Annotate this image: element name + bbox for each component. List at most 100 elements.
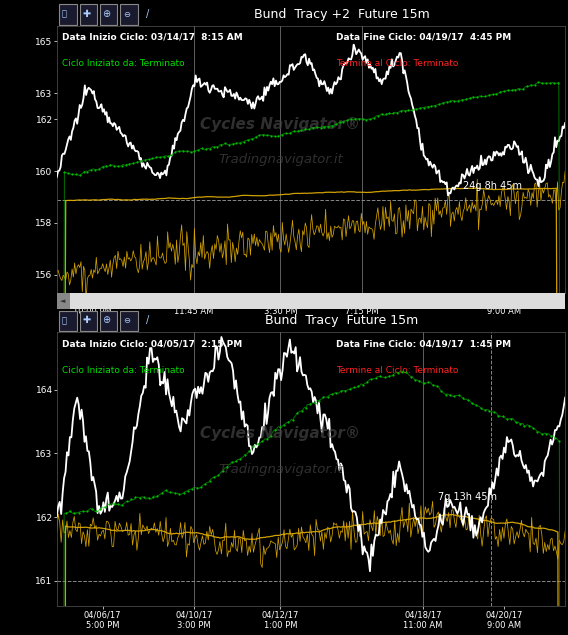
Point (533, 427, 542, 438)
Point (182, 146, 191, 156)
Point (400, 105, 409, 116)
Point (253, 439, 262, 449)
Point (249, 441, 258, 451)
Point (507, 85, 516, 95)
Point (102, 161, 111, 171)
Point (385, 108, 394, 118)
Point (98, 161, 107, 171)
Point (255, 130, 264, 140)
Point (415, 375, 424, 385)
Point (220, 138, 229, 149)
Text: ⚿: ⚿ (62, 10, 67, 18)
Point (96, 504, 105, 514)
Point (266, 431, 275, 441)
Point (534, 77, 543, 88)
Point (94, 164, 103, 174)
Point (270, 131, 279, 142)
Point (140, 492, 149, 502)
Text: Data Fine Ciclo: 04/19/17  1:45 PM: Data Fine Ciclo: 04/19/17 1:45 PM (336, 339, 512, 348)
Point (389, 370, 398, 380)
Point (450, 391, 459, 401)
Point (192, 483, 201, 493)
Point (271, 425, 280, 435)
Point (205, 144, 214, 154)
Text: Tradingnavigator.it: Tradingnavigator.it (218, 463, 343, 476)
Point (445, 390, 454, 400)
Point (114, 161, 123, 171)
Point (555, 436, 564, 446)
Point (274, 131, 283, 141)
Point (408, 105, 417, 116)
Point (553, 78, 562, 88)
Text: Ciclo Iniziato da: Terminato: Ciclo Iniziato da: Terminato (62, 366, 185, 375)
Point (550, 432, 559, 443)
Point (70, 507, 79, 518)
Point (511, 417, 520, 427)
Point (135, 493, 144, 503)
Point (167, 150, 176, 161)
Point (64, 168, 73, 178)
Point (231, 456, 240, 466)
Text: Cycles Navigator®: Cycles Navigator® (201, 426, 361, 441)
Point (545, 78, 554, 88)
Point (68, 169, 77, 179)
Point (178, 145, 187, 156)
Point (432, 381, 441, 391)
Point (424, 377, 433, 387)
Point (358, 380, 367, 390)
Point (402, 367, 411, 377)
Point (381, 109, 390, 119)
Point (284, 417, 293, 427)
Point (485, 406, 494, 417)
Point (65, 506, 74, 516)
Point (503, 85, 512, 95)
Bar (80, 4, 97, 25)
Point (174, 146, 183, 156)
Point (247, 134, 256, 144)
Text: ⊖: ⊖ (123, 316, 130, 325)
Point (472, 400, 481, 410)
Point (121, 160, 130, 170)
Point (323, 392, 332, 402)
Point (492, 89, 501, 99)
Bar (59, 4, 77, 25)
Text: Termine al Ciclo: Terminato: Termine al Ciclo: Terminato (336, 366, 459, 375)
Point (140, 155, 149, 165)
Point (477, 91, 486, 102)
Point (156, 152, 165, 163)
Point (371, 373, 381, 384)
Point (209, 142, 218, 152)
Point (159, 152, 168, 162)
Point (473, 92, 482, 102)
Point (469, 91, 478, 102)
Point (332, 388, 341, 398)
Point (288, 415, 297, 425)
Point (174, 489, 183, 499)
Point (393, 368, 402, 378)
Point (519, 84, 528, 95)
Point (406, 371, 415, 382)
Point (343, 115, 352, 125)
Point (258, 130, 268, 140)
Point (494, 411, 503, 421)
Point (507, 414, 516, 424)
Point (389, 109, 398, 119)
Point (72, 170, 81, 180)
Point (431, 100, 440, 110)
Point (320, 122, 329, 132)
Point (148, 491, 157, 502)
Text: Tradingnavigator.it: Tradingnavigator.it (218, 153, 343, 166)
Point (136, 156, 145, 166)
Text: /: / (146, 316, 149, 325)
Point (262, 130, 272, 140)
Point (282, 128, 291, 138)
Point (315, 396, 324, 406)
Point (118, 500, 127, 510)
Point (75, 170, 84, 180)
Point (171, 147, 180, 157)
Point (499, 86, 508, 97)
Bar (100, 311, 118, 331)
Point (380, 372, 389, 382)
Point (132, 157, 141, 167)
Point (454, 391, 463, 401)
